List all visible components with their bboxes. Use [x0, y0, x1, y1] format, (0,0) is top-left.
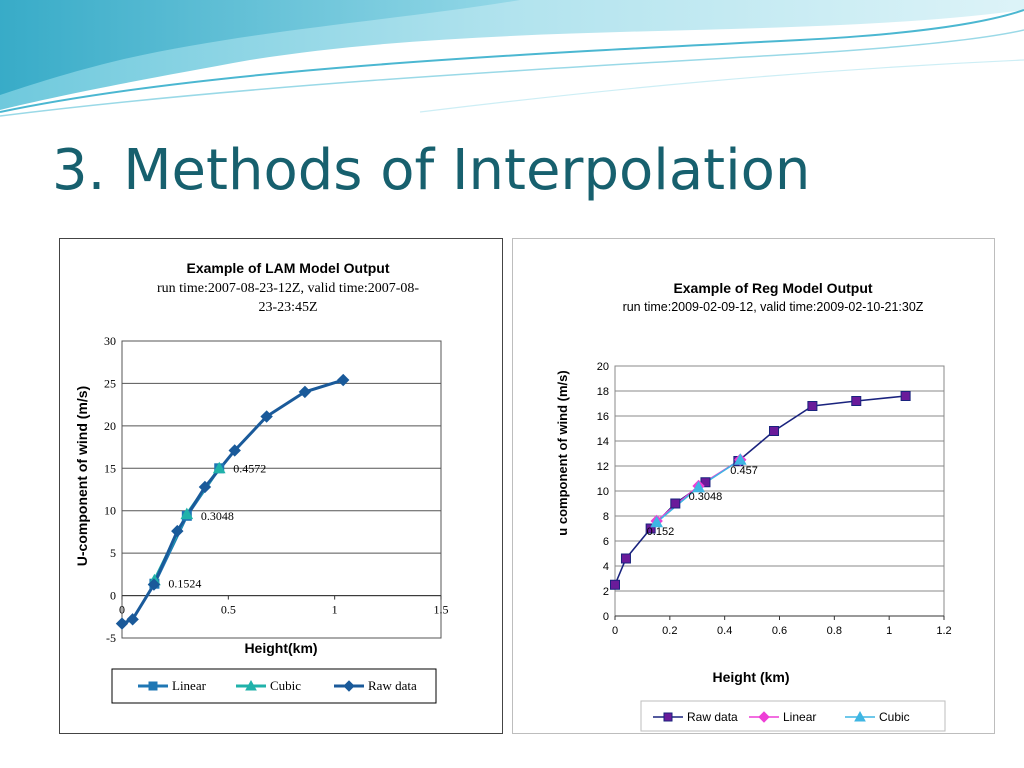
y-axis-label: u component of wind (m/s) — [555, 370, 570, 535]
x-tick-label: 0.6 — [772, 625, 787, 637]
data-point-raw-data — [147, 578, 161, 591]
x-tick-label: 1 — [332, 603, 338, 617]
y-tick-label: 6 — [603, 536, 609, 548]
data-point-raw-data — [670, 498, 681, 509]
y-tick-label: 16 — [597, 411, 609, 423]
data-point-raw-data — [769, 426, 780, 436]
data-point-raw-data — [171, 524, 184, 538]
data-point-raw-data — [228, 444, 241, 457]
data-point-raw-data — [610, 579, 620, 590]
data-label: 0.4572 — [233, 461, 266, 475]
data-point-raw-data — [198, 480, 212, 494]
chart-subtitle-line2: 23-23:45Z — [258, 300, 317, 315]
data-point-raw-data — [260, 410, 273, 423]
data-point-cubic — [650, 515, 664, 528]
data-point-raw-data — [336, 373, 350, 387]
y-tick-label: 0 — [603, 611, 609, 623]
legend-entry: Raw data — [368, 678, 417, 693]
legend-entry: Cubic — [879, 710, 910, 724]
x-tick-label: 0.8 — [827, 625, 842, 637]
slide-title: 3. Methods of Interpolation — [52, 138, 811, 203]
data-point-cubic — [180, 507, 194, 520]
y-tick-label: 0 — [110, 589, 116, 603]
data-point-raw-data — [298, 385, 312, 399]
y-tick-label: 12 — [597, 461, 609, 473]
x-tick-label: 1.5 — [434, 603, 449, 617]
data-point-raw-data — [645, 523, 656, 534]
data-label: 0.457 — [730, 465, 758, 477]
data-point-cubic — [692, 480, 705, 493]
legend: Linear Cubic Raw data — [111, 668, 437, 704]
y-tick-label: 5 — [110, 546, 116, 560]
chart-subtitle-line1: run time:2009-02-09-12, valid time:2009-… — [623, 300, 924, 314]
lam-chart-panel: Example of LAM Model Output run time:200… — [59, 238, 503, 734]
y-tick-label: 4 — [603, 561, 609, 573]
chart-title: Example of Reg Model Output — [673, 280, 872, 296]
x-tick-label: 0.2 — [662, 625, 677, 637]
y-tick-label: 8 — [603, 511, 609, 523]
legend: Raw data Linear Cubic — [640, 700, 946, 732]
y-tick-label: 30 — [104, 334, 116, 348]
legend-entry: Cubic — [270, 678, 301, 693]
legend-marker — [148, 681, 158, 691]
legend-entry: Linear — [172, 678, 207, 693]
data-point-raw-data — [851, 396, 862, 406]
legend-marker — [663, 712, 673, 722]
data-label: 0.152 — [647, 526, 675, 538]
y-tick-label: 14 — [597, 436, 609, 448]
chart-subtitle-line1: run time:2007-08-23-12Z, valid time:2007… — [157, 281, 419, 296]
chart-title: Example of LAM Model Output — [187, 260, 390, 276]
y-tick-label: 25 — [104, 376, 116, 390]
x-tick-label: 1.2 — [936, 625, 951, 637]
y-tick-label: 10 — [597, 486, 609, 498]
data-point-raw-data — [126, 613, 139, 626]
data-point-raw-data — [900, 391, 911, 401]
data-label: 0.3048 — [201, 509, 234, 523]
reg-chart-panel: Example of Reg Model Output run time:200… — [512, 238, 995, 734]
data-point-cubic — [212, 461, 226, 474]
y-tick-label: 10 — [104, 504, 116, 518]
header-wave-banner — [0, 0, 1024, 120]
legend-marker — [245, 679, 257, 691]
legend-entry: Raw data — [687, 710, 738, 724]
data-point-cubic — [733, 453, 747, 465]
x-tick-label: 1 — [886, 625, 892, 637]
legend-marker — [343, 680, 355, 692]
data-point-raw-data — [115, 617, 129, 630]
y-axis-label: U-component of wind (m/s) — [74, 386, 90, 566]
y-tick-label: -5 — [106, 631, 116, 645]
x-tick-label: 0 — [119, 603, 125, 617]
y-tick-label: 15 — [104, 461, 116, 475]
y-tick-label: 2 — [603, 586, 609, 598]
data-label: 0.1524 — [168, 577, 201, 591]
data-label: 0.3048 — [689, 491, 723, 503]
data-point-raw-data — [620, 553, 631, 564]
x-tick-label: 0.5 — [221, 603, 236, 617]
y-tick-label: 18 — [597, 386, 609, 398]
x-axis-label: Height(km) — [244, 640, 317, 656]
lam-chart: Example of LAM Model Output run time:200… — [74, 260, 449, 704]
reg-chart: Example of Reg Model Output run time:200… — [555, 280, 952, 732]
y-tick-label: 20 — [597, 361, 609, 373]
reg-plot-area: 0 2 4 6 8 10 12 14 16 18 20 0 0.2 0.4 0.6 0.8 1 1.2 0.152 0… — [597, 361, 952, 637]
legend-marker — [758, 711, 770, 723]
x-tick-label: 0 — [612, 625, 618, 637]
x-tick-label: 0.4 — [717, 625, 732, 637]
data-point-raw-data — [807, 401, 818, 411]
x-axis-label: Height (km) — [713, 669, 790, 685]
legend-entry: Linear — [783, 710, 816, 724]
series-line-raw-data — [614, 395, 906, 586]
y-tick-label: 20 — [104, 419, 116, 433]
plot-frame — [121, 340, 442, 639]
legend-marker — [854, 710, 866, 722]
